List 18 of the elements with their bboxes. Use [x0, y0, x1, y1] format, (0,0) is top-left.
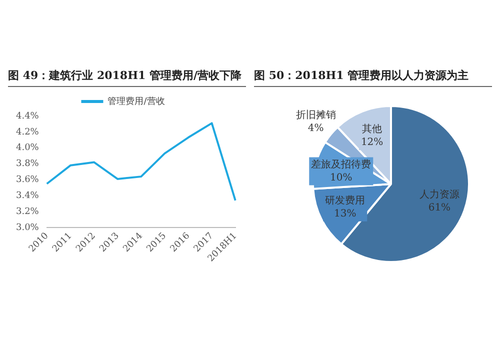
data-label: 4%: [308, 122, 324, 134]
slice-label: 研发费用: [325, 194, 366, 206]
data-label: 13%: [334, 208, 356, 220]
data-label: 61%: [428, 202, 451, 214]
y-tick-label: 3.6%: [16, 175, 40, 186]
chart-title: 图 50：2018H1 管理费用以人力资源为主: [254, 68, 492, 87]
legend-label: 管理费用/营收: [108, 96, 165, 107]
y-tick-label: 3.0%: [16, 222, 40, 233]
slice-label: 人力资源: [419, 188, 460, 201]
slice-label: 其他: [362, 123, 382, 136]
chart-title: 图 49：建筑行业 2018H1 管理费用/营收下降: [8, 68, 246, 87]
y-tick-label: 3.2%: [16, 206, 40, 217]
y-tick-label: 4.2%: [16, 127, 40, 138]
y-tick-label: 4.4%: [16, 111, 40, 122]
y-tick-label: 3.4%: [16, 191, 40, 202]
y-tick-label: 4.0%: [16, 143, 40, 154]
slice-label: 折旧摊销: [296, 108, 336, 121]
y-tick-label: 3.8%: [16, 159, 40, 170]
